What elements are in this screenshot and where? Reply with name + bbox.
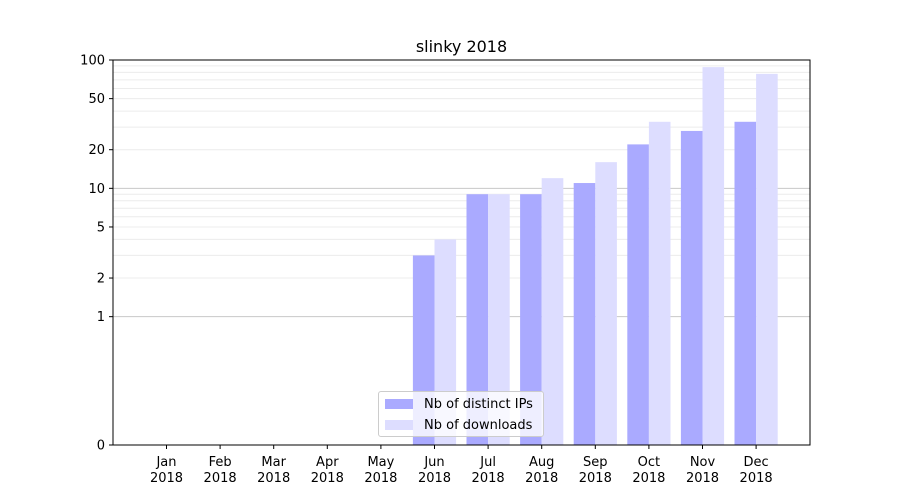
x-axis: Jan 2018 Feb 2018 Mar 2018 Apr 2018 May 2018 Jun 20… xyxy=(150,445,773,486)
y-tick-label: 1 xyxy=(97,310,105,325)
bar-downloads xyxy=(756,73,778,445)
y-tick-label: 0 xyxy=(97,439,105,454)
legend: Nb of distinct IPs Nb of downloads xyxy=(378,391,544,437)
legend-swatch xyxy=(385,420,413,430)
bars xyxy=(412,67,778,445)
x-tick-label: Oct 2018 xyxy=(632,455,665,486)
bar-distinct-ips xyxy=(627,144,649,445)
y-tick-label: 100 xyxy=(80,54,105,69)
y-axis: 0 1 2 5 10 20 50 100 xyxy=(80,54,113,454)
legend-label: Nb of distinct IPs xyxy=(424,396,533,412)
x-tick-label: Jul 2018 xyxy=(472,455,505,486)
bar-downloads xyxy=(702,67,725,445)
x-tick-label: Sep 2018 xyxy=(579,455,612,486)
bar-downloads xyxy=(595,162,617,445)
y-tick-label: 50 xyxy=(88,92,105,107)
y-tick-label: 10 xyxy=(88,182,105,197)
bar-downloads xyxy=(541,178,564,445)
chart-title: slinky 2018 xyxy=(416,37,507,56)
legend-item: Nb of downloads xyxy=(385,416,532,434)
x-tick-label: May 2018 xyxy=(364,455,397,486)
bar-distinct-ips xyxy=(573,183,596,445)
legend-item: Nb of distinct IPs xyxy=(385,395,533,413)
y-tick-label: 2 xyxy=(97,272,105,287)
x-tick-label: Apr 2018 xyxy=(311,455,344,486)
x-tick-label: Dec 2018 xyxy=(740,455,773,486)
x-tick-label: Feb 2018 xyxy=(204,455,237,486)
bar-distinct-ips xyxy=(680,130,703,445)
bar-distinct-ips xyxy=(520,194,542,445)
plot-frame xyxy=(112,59,811,446)
x-tick-label: Nov 2018 xyxy=(686,455,719,486)
x-tick-label: Aug 2018 xyxy=(525,455,558,486)
bar-distinct-ips xyxy=(466,194,489,445)
bar-downloads xyxy=(648,121,671,445)
grid-lines xyxy=(113,59,810,318)
legend-label: Nb of downloads xyxy=(424,417,533,433)
x-tick-label: Jan 2018 xyxy=(150,455,183,486)
y-tick-label: 20 xyxy=(88,143,105,158)
legend-swatch xyxy=(385,399,413,409)
x-tick-label: Jun 2018 xyxy=(418,455,451,486)
bar-downloads xyxy=(488,194,510,445)
bar-distinct-ips xyxy=(734,121,757,445)
x-tick-label: Mar 2018 xyxy=(257,455,290,486)
y-tick-label: 5 xyxy=(97,220,105,235)
